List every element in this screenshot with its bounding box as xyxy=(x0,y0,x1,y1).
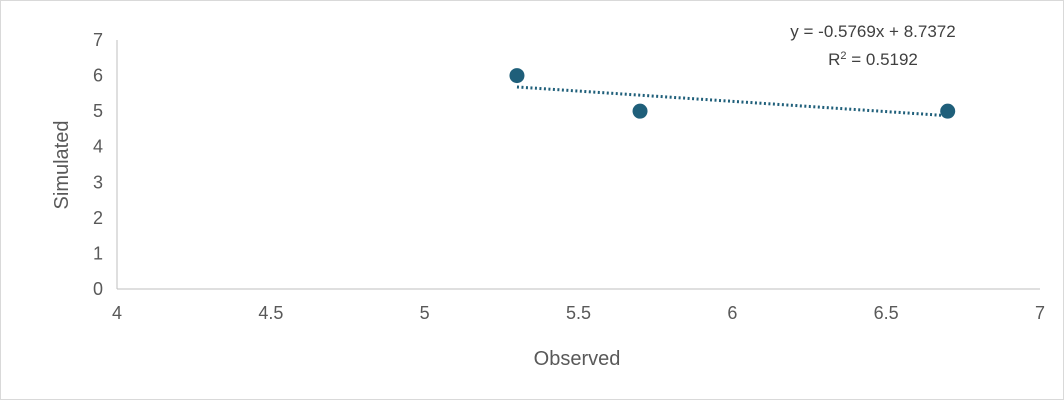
y-tick-label: 0 xyxy=(93,279,103,299)
y-tick-label: 3 xyxy=(93,172,103,192)
y-tick-label: 6 xyxy=(93,66,103,86)
trendline-layer xyxy=(516,85,948,118)
y-tick-label: 5 xyxy=(93,101,103,121)
trendline xyxy=(516,85,948,118)
y-tick-label: 4 xyxy=(93,137,103,157)
points-layer xyxy=(509,68,956,119)
x-axis-title: Observed xyxy=(534,348,621,370)
data-point xyxy=(632,103,648,119)
x-tick-label: 4 xyxy=(112,303,122,323)
x-tick-label: 5 xyxy=(420,303,430,323)
x-tick-label: 5.5 xyxy=(566,303,591,323)
data-point xyxy=(940,103,956,119)
axes-layer: 4 4.5 5 5.5 6 6.5 7 0 1 2 3 4 5 6 7 xyxy=(93,30,1045,323)
r-squared-value: = 0.5192 xyxy=(847,50,918,69)
r-squared-exponent: 2 xyxy=(840,50,846,62)
r-squared-label: R2 = 0.5192 xyxy=(828,50,918,69)
y-tick-label: 7 xyxy=(93,30,103,50)
y-axis-title: Simulated xyxy=(51,121,73,210)
x-tick-label: 4.5 xyxy=(258,303,283,323)
y-tick-label: 1 xyxy=(93,243,103,263)
r-squared-prefix: R xyxy=(828,50,840,69)
x-tick-label: 7 xyxy=(1035,303,1045,323)
x-tick-label: 6 xyxy=(727,303,737,323)
x-tick-label: 6.5 xyxy=(874,303,899,323)
y-tick-label: 2 xyxy=(93,208,103,228)
data-point xyxy=(509,68,525,84)
trendline-equation: y = -0.5769x + 8.7372 xyxy=(790,22,955,41)
